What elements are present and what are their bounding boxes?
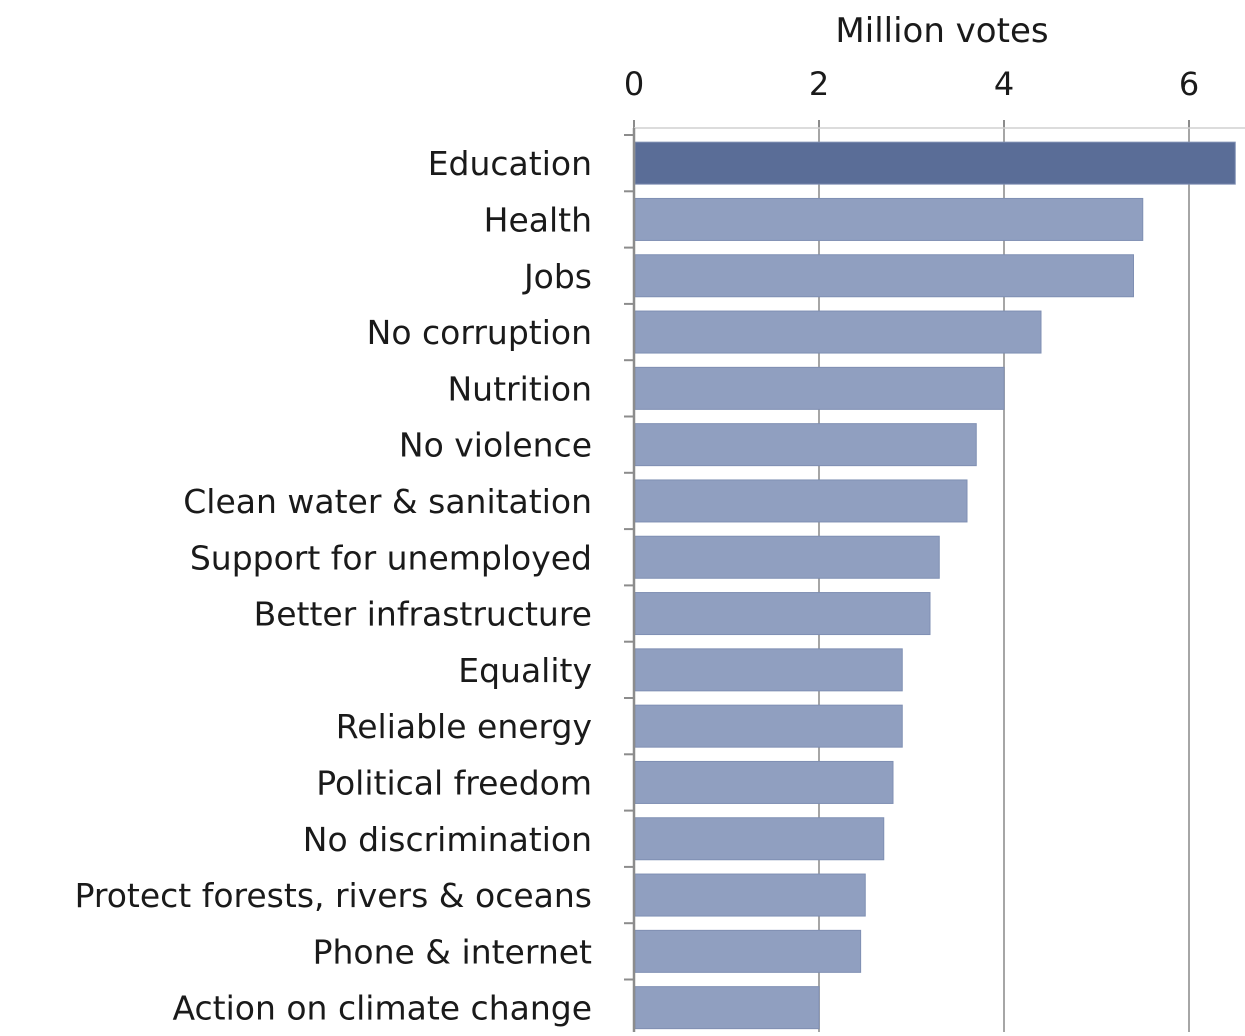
bar-better-infrastructure xyxy=(634,592,931,636)
bar-political-freedom xyxy=(634,760,894,804)
x-tick-label-4: 4 xyxy=(994,65,1014,103)
bar-no-corruption xyxy=(634,310,1042,354)
category-label-political-freedom: Political freedom xyxy=(316,763,592,802)
x-axis-title: Million votes xyxy=(835,11,1048,51)
bar-equality xyxy=(634,648,903,692)
category-label-no-discrimination: No discrimination xyxy=(303,820,592,859)
bar-support-for-unemployed xyxy=(634,535,940,579)
x-tick-label-6: 6 xyxy=(1179,65,1199,103)
bar-education xyxy=(634,141,1236,185)
category-label-education: Education xyxy=(428,144,592,183)
bar-jobs xyxy=(634,254,1134,298)
category-label-nutrition: Nutrition xyxy=(448,369,593,408)
bar-no-violence xyxy=(634,423,977,467)
category-label-action-on-climate-change: Action on climate change xyxy=(173,989,592,1028)
bar-health xyxy=(634,197,1144,241)
x-tick-label-2: 2 xyxy=(809,65,829,103)
category-label-protect-forests-rivers-oceans: Protect forests, rivers & oceans xyxy=(75,876,592,915)
category-label-jobs: Jobs xyxy=(522,257,592,296)
bars xyxy=(634,141,1236,1030)
category-label-no-violence: No violence xyxy=(399,426,592,465)
category-label-health: Health xyxy=(484,200,592,239)
bar-phone-internet xyxy=(634,929,862,973)
category-label-no-corruption: No corruption xyxy=(367,313,592,352)
bar-nutrition xyxy=(634,366,1005,410)
category-label-phone-internet: Phone & internet xyxy=(313,932,592,971)
bar-reliable-energy xyxy=(634,704,903,748)
category-label-reliable-energy: Reliable energy xyxy=(336,707,592,746)
category-label-support-for-unemployed: Support for unemployed xyxy=(190,538,592,577)
category-labels: Education Health Jobs No corruption Nutritio… xyxy=(75,144,592,1028)
x-tick-label-0: 0 xyxy=(624,65,644,103)
bar-action-on-climate-change xyxy=(634,986,820,1030)
category-label-clean-water-sanitation: Clean water & sanitation xyxy=(183,482,592,521)
bar-clean-water-sanitation xyxy=(634,479,968,523)
bar-no-discrimination xyxy=(634,817,885,861)
category-label-equality: Equality xyxy=(458,651,592,690)
bar-protect-forests-rivers-oceans xyxy=(634,873,866,917)
category-label-better-infrastructure: Better infrastructure xyxy=(254,595,592,634)
axes: 0 2 4 6 xyxy=(624,65,1245,1032)
